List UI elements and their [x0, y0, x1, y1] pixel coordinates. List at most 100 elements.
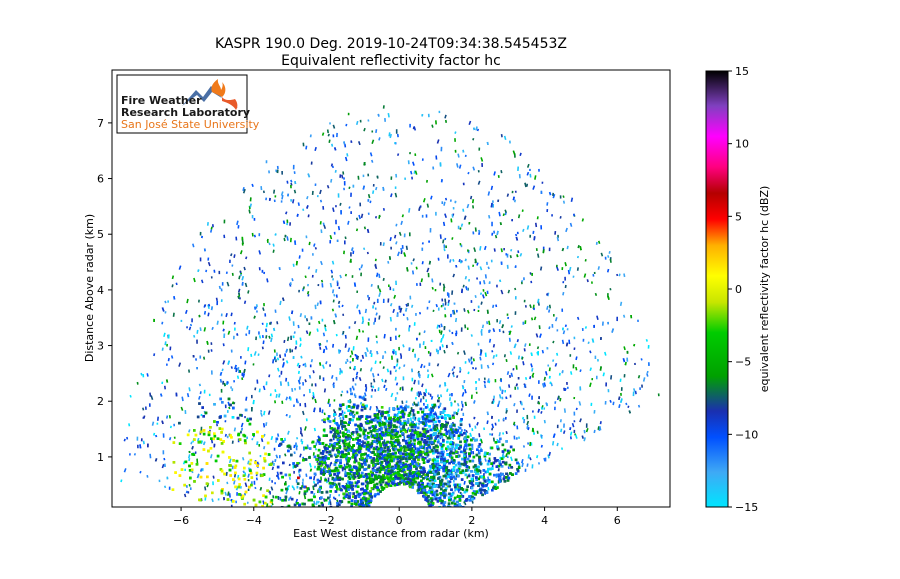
- radar-gate: [376, 272, 379, 276]
- radar-gate: [470, 394, 473, 399]
- radar-gate: [338, 493, 341, 497]
- radar-gate: [396, 153, 400, 156]
- radar-gate: [486, 378, 490, 383]
- radar-gate: [522, 361, 525, 366]
- radar-gate: [129, 453, 131, 456]
- radar-gate: [449, 199, 452, 202]
- radar-gate: [345, 361, 348, 364]
- radar-gate: [515, 236, 519, 241]
- radar-gate: [327, 133, 330, 137]
- radar-gate: [326, 339, 328, 343]
- radar-gate: [435, 120, 437, 125]
- radar-gate: [246, 501, 249, 504]
- radar-gate: [414, 396, 417, 400]
- radar-gate: [453, 509, 456, 512]
- radar-gate: [206, 482, 210, 488]
- radar-gate: [472, 231, 475, 235]
- radar-gate: [354, 353, 357, 357]
- radar-gate: [522, 407, 525, 410]
- radar-gate: [363, 392, 367, 397]
- radar-gate: [253, 234, 257, 238]
- radar-gate: [581, 218, 585, 222]
- radar-gate: [531, 464, 534, 469]
- radar-gate: [253, 480, 256, 485]
- radar-gate: [423, 330, 426, 334]
- radar-gate: [348, 326, 351, 329]
- radar-gate: [331, 143, 334, 147]
- radar-gate: [534, 222, 538, 228]
- radar-gate: [310, 161, 313, 165]
- radar-gate: [495, 354, 498, 357]
- radar-gate: [331, 289, 335, 294]
- radar-gate: [258, 443, 261, 447]
- radar-gate: [575, 407, 578, 411]
- radar-gate: [562, 195, 565, 198]
- radar-gate: [341, 304, 344, 308]
- radar-gate: [421, 383, 424, 388]
- radar-gate: [522, 228, 525, 232]
- radar-gate: [459, 227, 462, 230]
- radar-gate: [551, 440, 555, 446]
- radar-gate: [319, 221, 322, 225]
- radar-gate: [225, 471, 228, 476]
- radar-gate: [276, 471, 280, 476]
- radar-gate: [312, 452, 315, 456]
- radar-gate: [288, 476, 292, 480]
- radar-gate: [466, 287, 469, 291]
- radar-gate: [285, 377, 288, 382]
- radar-gate: [533, 307, 535, 311]
- radar-gate: [289, 237, 292, 243]
- radar-gate: [623, 273, 626, 278]
- radar-gate: [522, 445, 526, 448]
- radar-gate: [198, 299, 200, 303]
- radar-gate: [234, 327, 236, 331]
- radar-gate: [442, 221, 446, 227]
- radar-gate: [402, 376, 405, 381]
- radar-gate: [291, 310, 294, 315]
- radar-gate: [307, 283, 309, 287]
- radar-gate: [527, 426, 530, 431]
- radar-gate: [378, 288, 382, 293]
- radar-gate: [346, 358, 349, 363]
- radar-gate: [554, 317, 558, 322]
- radar-gate: [619, 301, 623, 307]
- radar-gate: [168, 415, 171, 419]
- radar-gate: [388, 284, 390, 287]
- radar-gate: [566, 381, 568, 385]
- radar-gate: [549, 381, 552, 385]
- radar-gate: [417, 401, 420, 407]
- radar-gate: [420, 363, 423, 369]
- radar-gate: [331, 260, 335, 265]
- radar-gate: [216, 300, 219, 306]
- radar-gate: [551, 324, 554, 328]
- radar-gate: [296, 400, 300, 404]
- radar-gate: [492, 203, 495, 208]
- radar-gate: [207, 303, 211, 307]
- radar-gate: [315, 500, 318, 506]
- radar-gate: [513, 343, 517, 349]
- radar-gate: [290, 179, 293, 183]
- radar-gate: [221, 368, 224, 372]
- radar-gate: [435, 348, 438, 353]
- radar-gate: [543, 382, 547, 387]
- radar-gate: [452, 258, 455, 262]
- radar-gate: [352, 250, 355, 255]
- radar-gate: [479, 461, 482, 466]
- radar-gate: [411, 403, 415, 407]
- radar-gate: [339, 274, 342, 279]
- radar-gate: [512, 150, 516, 156]
- radar-gate: [572, 364, 575, 369]
- radar-gate: [142, 440, 145, 445]
- radar-gate: [607, 293, 609, 298]
- radar-gate: [344, 144, 347, 148]
- radar-gate: [396, 313, 399, 318]
- radar-gate: [529, 173, 532, 178]
- radar-gate: [634, 390, 637, 395]
- radar-gate: [521, 209, 524, 212]
- radar-gate: [559, 419, 562, 423]
- radar-gate: [337, 514, 340, 517]
- radar-gate: [258, 335, 262, 339]
- radar-gate: [425, 399, 428, 403]
- radar-gate: [529, 304, 532, 309]
- radar-gate: [470, 334, 473, 337]
